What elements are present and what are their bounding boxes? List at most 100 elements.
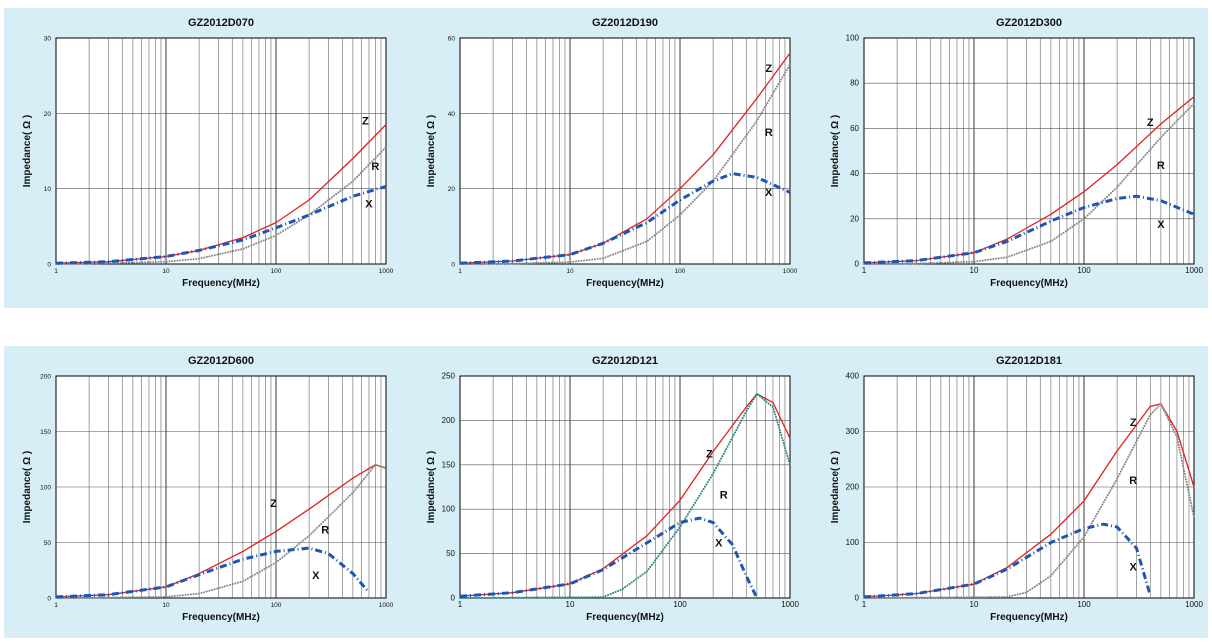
y-tick-label: 40 (850, 169, 859, 178)
x-tick-label: 100 (271, 268, 282, 275)
y-tick-label: 0 (47, 262, 51, 269)
curve-label-x: X (312, 570, 320, 582)
y-tick-label: 0 (855, 260, 860, 269)
chart-title: GZ2012D121 (592, 355, 658, 367)
x-tick-label: 100 (673, 600, 687, 609)
x-tick-label: 100 (1077, 600, 1091, 609)
chart-panel-6: 1 10 100 1000 0 100 200 300 400 GZ2012D181 Frequen… (822, 350, 1203, 636)
series-r-line (459, 392, 791, 599)
chart-title: GZ2012D300 (996, 17, 1062, 29)
x-axis-label: Frequency(MHz) (586, 612, 664, 623)
x-tick-label: 10 (162, 268, 170, 275)
y-axis-label: Impedance( Ω ) (22, 115, 33, 187)
impedance-chart-2: 1 10 100 1000 0 20 40 60 GZ2012D190 Frequency(MHz… (426, 17, 798, 289)
x-tick-label: 1000 (1185, 266, 1203, 275)
chart-title: GZ2012D181 (996, 355, 1062, 367)
x-tick-label: 100 (675, 268, 686, 275)
curve-label-x: X (715, 537, 723, 549)
x-tick-label: 1 (862, 600, 867, 609)
y-tick-label: 50 (44, 540, 52, 547)
plot-area (459, 375, 791, 599)
series-x-line (459, 172, 791, 265)
y-axis-label: Impedance( Ω ) (426, 115, 437, 187)
x-axis-label: Frequency(MHz) (182, 278, 260, 289)
y-tick-label: 50 (446, 549, 455, 558)
curve-label-x: X (1130, 561, 1138, 573)
chart-title: GZ2012D600 (188, 355, 254, 367)
y-tick-label: 20 (44, 111, 52, 118)
curve-label-r: R (720, 490, 728, 502)
chart-panel-1: 1 10 100 1000 0 10 20 30 GZ2012D070 Frequency(MHz… (14, 12, 394, 302)
x-tick-label: 1 (862, 266, 867, 275)
y-tick-label: 250 (442, 372, 456, 381)
y-axis-label: Impedance( Ω ) (22, 451, 33, 523)
x-tick-label: 1 (458, 268, 462, 275)
x-tick-label: 10 (162, 602, 170, 609)
x-tick-label: 1 (54, 602, 58, 609)
plot-area (459, 37, 791, 265)
series-x-line (55, 546, 371, 599)
chart-title: GZ2012D190 (592, 17, 658, 29)
curve-label-r: R (765, 127, 773, 139)
grid (864, 376, 1194, 598)
x-tick-label: 1000 (379, 268, 394, 275)
x-axis-label: Frequency(MHz) (990, 612, 1068, 623)
x-axis-label: Frequency(MHz) (182, 612, 260, 623)
y-tick-label: 0 (47, 596, 51, 603)
curve-label-z: Z (765, 63, 772, 75)
series-x-line (863, 522, 1152, 599)
impedance-chart-4: 1 10 100 1000 0 50 100 150 200 GZ2012D600 Frequenc… (22, 355, 394, 623)
grid (864, 38, 1194, 264)
series-x-line (863, 194, 1195, 265)
series-r-line (863, 402, 1195, 599)
x-tick-label: 1 (458, 600, 463, 609)
x-tick-label: 10 (970, 266, 979, 275)
series-z-line (863, 403, 1195, 598)
y-tick-label: 300 (846, 427, 860, 436)
curve-label-r: R (1129, 475, 1137, 487)
y-tick-label: 20 (850, 214, 859, 223)
curve-label-x: X (765, 187, 773, 199)
curve-label-z: Z (270, 498, 277, 510)
chart-panel-4: 1 10 100 1000 0 50 100 150 200 GZ2012D600 Frequenc… (14, 350, 394, 636)
y-axis-label: Impedance( Ω ) (830, 451, 841, 523)
series-z-line (459, 393, 791, 597)
x-tick-label: 10 (566, 600, 575, 609)
y-tick-label: 200 (846, 483, 860, 492)
y-tick-label: 0 (855, 594, 860, 603)
impedance-chart-3: 1 10 100 1000 0 20 40 60 80 100 GZ2012D300 Frequenc… (830, 17, 1203, 289)
curve-label-r: R (321, 525, 329, 537)
x-tick-label: 100 (1077, 266, 1091, 275)
x-tick-label: 1000 (783, 268, 798, 275)
grid (56, 38, 386, 264)
curve-label-r: R (1157, 160, 1165, 172)
y-tick-label: 200 (40, 374, 51, 381)
x-tick-label: 1000 (1185, 600, 1203, 609)
series-x-line (55, 184, 387, 265)
curve-label-r: R (371, 161, 379, 173)
y-tick-label: 10 (44, 186, 52, 193)
y-tick-label: 40 (448, 111, 456, 118)
series-r-line (55, 463, 387, 599)
curve-label-z: Z (1130, 417, 1137, 429)
x-tick-label: 100 (271, 602, 282, 609)
x-axis-label: Frequency(MHz) (586, 278, 664, 289)
curve-label-z: Z (706, 449, 713, 461)
chart-panel-5: 1 10 100 1000 0 50 100 150 200 250 GZ2012D121 Frequ… (418, 350, 799, 636)
impedance-chart-6: 1 10 100 1000 0 100 200 300 400 GZ2012D181 Frequen… (830, 355, 1203, 623)
y-tick-label: 20 (448, 186, 456, 193)
y-tick-label: 150 (442, 460, 456, 469)
y-tick-label: 100 (846, 538, 860, 547)
x-tick-label: 1000 (781, 600, 799, 609)
x-tick-label: 1000 (379, 602, 394, 609)
y-tick-label: 30 (44, 36, 52, 43)
y-tick-label: 200 (442, 416, 456, 425)
x-axis-label: Frequency(MHz) (990, 278, 1068, 289)
series-x-line (459, 516, 759, 599)
impedance-chart-1: 1 10 100 1000 0 10 20 30 GZ2012D070 Frequency(MHz… (22, 17, 394, 289)
y-tick-label: 400 (846, 372, 860, 381)
grid (460, 38, 790, 264)
x-tick-label: 10 (970, 600, 979, 609)
x-tick-label: 10 (566, 268, 574, 275)
x-tick-label: 1 (54, 268, 58, 275)
